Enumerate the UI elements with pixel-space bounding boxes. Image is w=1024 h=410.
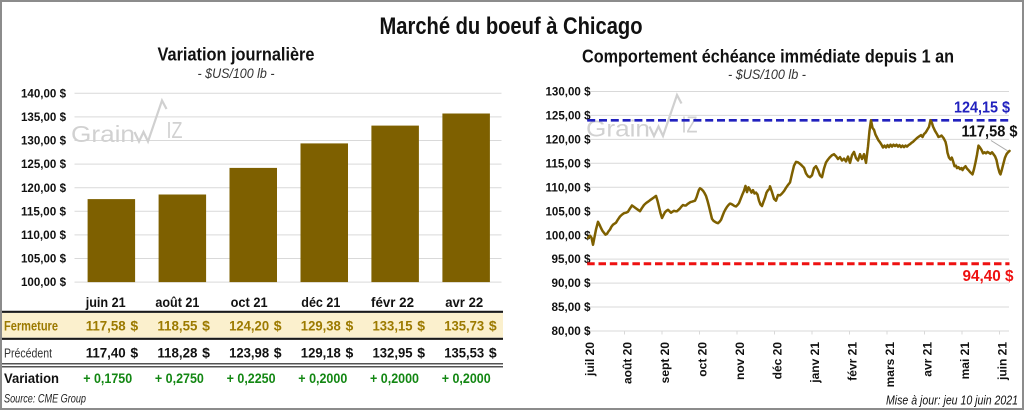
svg-text:Précédent: Précédent xyxy=(4,345,52,360)
svg-text:$: $ xyxy=(417,344,425,360)
svg-text:Comportement échéance immédiat: Comportement échéance immédiate depuis 1… xyxy=(582,47,954,67)
svg-text:déc 20: déc 20 xyxy=(770,342,784,380)
svg-text:80,00 $: 80,00 $ xyxy=(552,324,591,338)
svg-text:Source: CME Group: Source: CME Group xyxy=(4,394,86,406)
svg-text:115,00 $: 115,00 $ xyxy=(546,156,591,170)
svg-text:125,00 $: 125,00 $ xyxy=(546,109,591,123)
svg-text:Variation journalière: Variation journalière xyxy=(158,45,315,65)
svg-text:94,40 $: 94,40 $ xyxy=(963,268,1014,285)
svg-text:août 21: août 21 xyxy=(155,295,199,310)
svg-text:$: $ xyxy=(202,318,210,334)
svg-text:+ 0,2250: + 0,2250 xyxy=(227,371,276,386)
svg-text:Grain: Grain xyxy=(0,0,64,5)
svg-text:132,95: 132,95 xyxy=(373,344,413,360)
svg-text:140,00 $: 140,00 $ xyxy=(21,86,66,100)
svg-text:85,00 $: 85,00 $ xyxy=(552,300,591,314)
svg-text:mai 21: mai 21 xyxy=(958,342,972,380)
svg-text:135,00 $: 135,00 $ xyxy=(21,110,66,124)
svg-text:110,00 $: 110,00 $ xyxy=(21,228,66,242)
svg-text:juin 21: juin 21 xyxy=(85,295,126,310)
svg-text:117,58: 117,58 xyxy=(86,318,126,334)
svg-text:avr 22: avr 22 xyxy=(445,295,483,310)
svg-text:déc 21: déc 21 xyxy=(301,295,340,310)
svg-text:+ 0,1750: + 0,1750 xyxy=(83,371,132,386)
svg-text:nov 20: nov 20 xyxy=(733,342,747,380)
svg-text:févr 21: févr 21 xyxy=(845,342,859,381)
svg-text:123,98: 123,98 xyxy=(229,344,269,360)
svg-text:sept 20: sept 20 xyxy=(658,342,672,384)
svg-text:124,15 $: 124,15 $ xyxy=(954,100,1010,117)
svg-text:$: $ xyxy=(346,344,354,360)
svg-text:- $US/100 lb -: - $US/100 lb - xyxy=(198,65,275,81)
svg-text:$: $ xyxy=(202,344,210,360)
svg-text:mars 21: mars 21 xyxy=(883,342,897,388)
svg-text:avr 21: avr 21 xyxy=(920,342,934,377)
svg-text:$: $ xyxy=(274,344,282,360)
svg-text:133,15: 133,15 xyxy=(373,318,413,334)
svg-text:115,00 $: 115,00 $ xyxy=(21,204,66,218)
svg-text:105,00 $: 105,00 $ xyxy=(546,204,591,218)
svg-text:$: $ xyxy=(130,318,138,334)
svg-text:105,00 $: 105,00 $ xyxy=(21,252,66,266)
svg-text:135,53: 135,53 xyxy=(444,344,484,360)
svg-text:+ 0,2000: + 0,2000 xyxy=(370,371,419,386)
svg-text:Variation: Variation xyxy=(4,370,59,386)
svg-text:Mise à jour: jeu 10 juin 2021: Mise à jour: jeu 10 juin 2021 xyxy=(886,394,1018,408)
svg-text:févr 22: févr 22 xyxy=(371,295,414,310)
svg-text:118,28: 118,28 xyxy=(157,344,197,360)
svg-text:août 20: août 20 xyxy=(620,342,634,384)
svg-text:juil 20: juil 20 xyxy=(583,342,597,377)
svg-text:125,00 $: 125,00 $ xyxy=(21,157,66,171)
svg-text:oct 20: oct 20 xyxy=(695,342,709,377)
svg-text:100,00 $: 100,00 $ xyxy=(21,275,66,289)
svg-text:117,40: 117,40 xyxy=(86,344,126,360)
svg-text:110,00 $: 110,00 $ xyxy=(546,180,591,194)
svg-text:124,20: 124,20 xyxy=(229,318,269,334)
svg-text:+ 0,2000: + 0,2000 xyxy=(298,371,347,386)
svg-text:95,00 $: 95,00 $ xyxy=(552,252,591,266)
svg-text:$: $ xyxy=(417,318,425,334)
svg-text:90,00 $: 90,00 $ xyxy=(552,276,591,290)
svg-text:130,00 $: 130,00 $ xyxy=(546,85,591,99)
svg-text:129,38: 129,38 xyxy=(301,318,341,334)
svg-text:Fermeture: Fermeture xyxy=(4,318,58,334)
svg-text:$: $ xyxy=(130,344,138,360)
svg-text:janv 21: janv 21 xyxy=(808,342,822,384)
svg-text:oct 21: oct 21 xyxy=(231,295,268,310)
svg-text:100,00 $: 100,00 $ xyxy=(546,228,591,242)
svg-text:129,18: 129,18 xyxy=(301,344,341,360)
svg-text:juin 21: juin 21 xyxy=(995,342,1009,381)
svg-text:118,55: 118,55 xyxy=(157,318,197,334)
svg-text:$: $ xyxy=(274,318,282,334)
svg-text:120,00 $: 120,00 $ xyxy=(21,181,66,195)
svg-text:117,58 $: 117,58 $ xyxy=(962,124,1018,141)
svg-text:Marché du boeuf à Chicago: Marché du boeuf à Chicago xyxy=(380,13,643,40)
svg-text:+ 0,2750: + 0,2750 xyxy=(155,371,204,386)
svg-text:$: $ xyxy=(489,318,497,334)
svg-text:$: $ xyxy=(489,344,497,360)
svg-text:- $US/100 lb -: - $US/100 lb - xyxy=(728,66,806,82)
svg-text:$: $ xyxy=(346,318,354,334)
svg-text:+ 0,2000: + 0,2000 xyxy=(442,371,491,386)
svg-text:130,00 $: 130,00 $ xyxy=(21,134,66,148)
svg-text:135,73: 135,73 xyxy=(444,318,484,334)
svg-text:120,00 $: 120,00 $ xyxy=(546,133,591,147)
